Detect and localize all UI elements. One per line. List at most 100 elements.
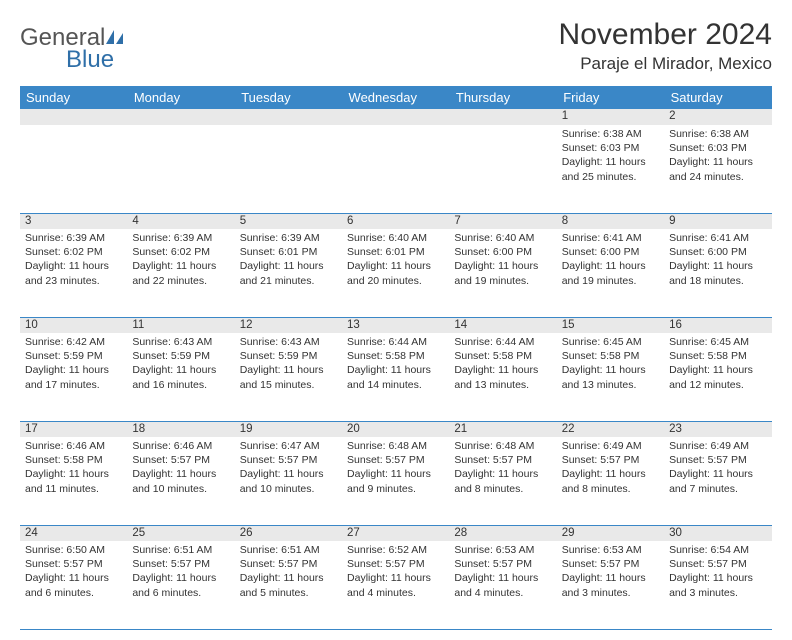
calendar-cell: Sunrise: 6:43 AMSunset: 5:59 PMDaylight:…	[127, 333, 234, 421]
logo-text-blue: Blue	[66, 46, 114, 73]
sunrise-text: Sunrise: 6:39 AM	[25, 231, 122, 245]
weekday-header-row: Sunday Monday Tuesday Wednesday Thursday…	[20, 86, 772, 109]
sunrise-text: Sunrise: 6:41 AM	[562, 231, 659, 245]
calendar-week-row: Sunrise: 6:50 AMSunset: 5:57 PMDaylight:…	[20, 541, 772, 629]
daynum-cell: 25	[127, 525, 234, 541]
daynum-cell: 12	[235, 317, 342, 333]
daynum-cell: 29	[557, 525, 664, 541]
cell-content: Sunrise: 6:39 AMSunset: 6:02 PMDaylight:…	[20, 229, 127, 292]
calendar-cell: Sunrise: 6:53 AMSunset: 5:57 PMDaylight:…	[557, 541, 664, 629]
cell-content: Sunrise: 6:43 AMSunset: 5:59 PMDaylight:…	[127, 333, 234, 396]
daynum-cell: 23	[664, 421, 771, 437]
cell-content: Sunrise: 6:53 AMSunset: 5:57 PMDaylight:…	[449, 541, 556, 604]
calendar-cell: Sunrise: 6:41 AMSunset: 6:00 PMDaylight:…	[664, 229, 771, 317]
calendar-cell: Sunrise: 6:39 AMSunset: 6:02 PMDaylight:…	[127, 229, 234, 317]
daynum-cell: 24	[20, 525, 127, 541]
sunset-text: Sunset: 6:03 PM	[669, 141, 766, 155]
daylight-text: Daylight: 11 hours and 6 minutes.	[25, 571, 122, 599]
calendar-cell: Sunrise: 6:45 AMSunset: 5:58 PMDaylight:…	[557, 333, 664, 421]
cell-content: Sunrise: 6:39 AMSunset: 6:02 PMDaylight:…	[127, 229, 234, 292]
calendar-week-row: Sunrise: 6:46 AMSunset: 5:58 PMDaylight:…	[20, 437, 772, 525]
sunset-text: Sunset: 6:02 PM	[132, 245, 229, 259]
sunrise-text: Sunrise: 6:53 AM	[454, 543, 551, 557]
daylight-text: Daylight: 11 hours and 20 minutes.	[347, 259, 444, 287]
daylight-text: Daylight: 11 hours and 22 minutes.	[132, 259, 229, 287]
daynum-cell: 10	[20, 317, 127, 333]
sunrise-text: Sunrise: 6:49 AM	[562, 439, 659, 453]
daylight-text: Daylight: 11 hours and 4 minutes.	[347, 571, 444, 599]
daynum-cell: 15	[557, 317, 664, 333]
sunset-text: Sunset: 5:57 PM	[562, 557, 659, 571]
daylight-text: Daylight: 11 hours and 4 minutes.	[454, 571, 551, 599]
daylight-text: Daylight: 11 hours and 3 minutes.	[562, 571, 659, 599]
calendar-cell: Sunrise: 6:54 AMSunset: 5:57 PMDaylight:…	[664, 541, 771, 629]
sunset-text: Sunset: 5:58 PM	[669, 349, 766, 363]
daylight-text: Daylight: 11 hours and 21 minutes.	[240, 259, 337, 287]
sunset-text: Sunset: 6:01 PM	[347, 245, 444, 259]
daylight-text: Daylight: 11 hours and 12 minutes.	[669, 363, 766, 391]
cell-content: Sunrise: 6:45 AMSunset: 5:58 PMDaylight:…	[557, 333, 664, 396]
calendar-cell	[342, 125, 449, 213]
daynum-cell: 30	[664, 525, 771, 541]
calendar-cell: Sunrise: 6:47 AMSunset: 5:57 PMDaylight:…	[235, 437, 342, 525]
sunset-text: Sunset: 6:03 PM	[562, 141, 659, 155]
daylight-text: Daylight: 11 hours and 25 minutes.	[562, 155, 659, 183]
calendar-week-row: Sunrise: 6:42 AMSunset: 5:59 PMDaylight:…	[20, 333, 772, 421]
daylight-text: Daylight: 11 hours and 5 minutes.	[240, 571, 337, 599]
sunrise-text: Sunrise: 6:44 AM	[454, 335, 551, 349]
sunset-text: Sunset: 5:57 PM	[240, 557, 337, 571]
daynum-row: 17181920212223	[20, 421, 772, 437]
calendar-cell: Sunrise: 6:40 AMSunset: 6:01 PMDaylight:…	[342, 229, 449, 317]
cell-content: Sunrise: 6:50 AMSunset: 5:57 PMDaylight:…	[20, 541, 127, 604]
sunset-text: Sunset: 5:57 PM	[347, 453, 444, 467]
daynum-cell: 7	[449, 213, 556, 229]
cell-content: Sunrise: 6:43 AMSunset: 5:59 PMDaylight:…	[235, 333, 342, 396]
sunrise-text: Sunrise: 6:39 AM	[132, 231, 229, 245]
calendar-cell	[235, 125, 342, 213]
daynum-cell: 11	[127, 317, 234, 333]
daynum-cell: 18	[127, 421, 234, 437]
daynum-cell: 16	[664, 317, 771, 333]
daylight-text: Daylight: 11 hours and 3 minutes.	[669, 571, 766, 599]
daynum-cell: 8	[557, 213, 664, 229]
sunrise-text: Sunrise: 6:41 AM	[669, 231, 766, 245]
sunset-text: Sunset: 5:59 PM	[25, 349, 122, 363]
daynum-cell: 26	[235, 525, 342, 541]
daynum-cell: 19	[235, 421, 342, 437]
sunrise-text: Sunrise: 6:40 AM	[454, 231, 551, 245]
cell-content: Sunrise: 6:48 AMSunset: 5:57 PMDaylight:…	[449, 437, 556, 500]
calendar-cell: Sunrise: 6:44 AMSunset: 5:58 PMDaylight:…	[342, 333, 449, 421]
daylight-text: Daylight: 11 hours and 8 minutes.	[562, 467, 659, 495]
daynum-cell: 9	[664, 213, 771, 229]
weekday-wednesday: Wednesday	[342, 86, 449, 109]
cell-content: Sunrise: 6:53 AMSunset: 5:57 PMDaylight:…	[557, 541, 664, 604]
daylight-text: Daylight: 11 hours and 9 minutes.	[347, 467, 444, 495]
weekday-monday: Monday	[127, 86, 234, 109]
daylight-text: Daylight: 11 hours and 16 minutes.	[132, 363, 229, 391]
sunset-text: Sunset: 5:57 PM	[132, 453, 229, 467]
sunset-text: Sunset: 5:58 PM	[454, 349, 551, 363]
calendar-cell: Sunrise: 6:41 AMSunset: 6:00 PMDaylight:…	[557, 229, 664, 317]
month-title: November 2024	[559, 18, 772, 52]
cell-content: Sunrise: 6:48 AMSunset: 5:57 PMDaylight:…	[342, 437, 449, 500]
sunrise-text: Sunrise: 6:39 AM	[240, 231, 337, 245]
daylight-text: Daylight: 11 hours and 7 minutes.	[669, 467, 766, 495]
sunrise-text: Sunrise: 6:38 AM	[669, 127, 766, 141]
sunrise-text: Sunrise: 6:52 AM	[347, 543, 444, 557]
calendar-cell: Sunrise: 6:49 AMSunset: 5:57 PMDaylight:…	[664, 437, 771, 525]
calendar-cell: Sunrise: 6:45 AMSunset: 5:58 PMDaylight:…	[664, 333, 771, 421]
daylight-text: Daylight: 11 hours and 10 minutes.	[132, 467, 229, 495]
cell-content: Sunrise: 6:52 AMSunset: 5:57 PMDaylight:…	[342, 541, 449, 604]
daynum-cell: 5	[235, 213, 342, 229]
calendar-cell: Sunrise: 6:44 AMSunset: 5:58 PMDaylight:…	[449, 333, 556, 421]
daylight-text: Daylight: 11 hours and 14 minutes.	[347, 363, 444, 391]
daylight-text: Daylight: 11 hours and 15 minutes.	[240, 363, 337, 391]
sunset-text: Sunset: 5:57 PM	[454, 557, 551, 571]
calendar-cell: Sunrise: 6:39 AMSunset: 6:01 PMDaylight:…	[235, 229, 342, 317]
daynum-cell: 21	[449, 421, 556, 437]
sunrise-text: Sunrise: 6:51 AM	[240, 543, 337, 557]
daynum-cell: 4	[127, 213, 234, 229]
daylight-text: Daylight: 11 hours and 11 minutes.	[25, 467, 122, 495]
daynum-cell	[235, 109, 342, 125]
calendar-cell	[449, 125, 556, 213]
